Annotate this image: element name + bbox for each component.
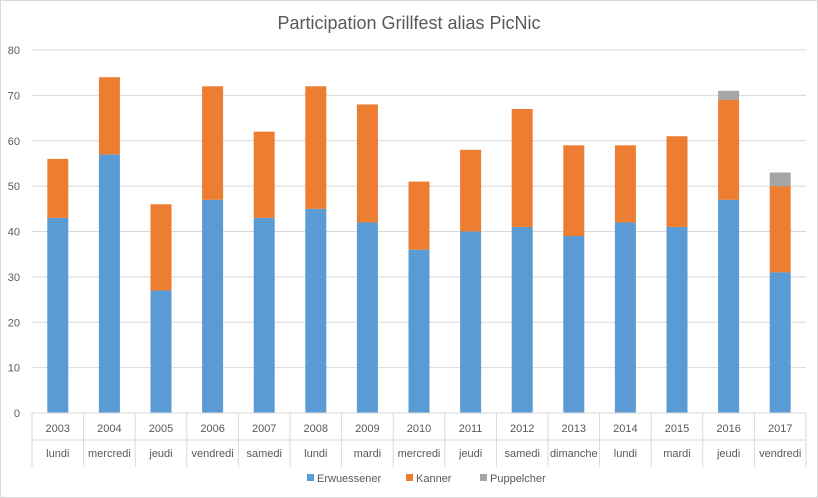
bar-segment-kanner xyxy=(47,158,69,218)
y-tick-label: 50 xyxy=(8,181,20,193)
bar-segment-kanner xyxy=(305,86,327,209)
chart-title: Participation Grillfest alias PicNic xyxy=(277,13,540,33)
x-tick-label-year: 2009 xyxy=(355,423,379,435)
x-tick-label-day: samedi xyxy=(504,448,539,460)
x-tick-label-year: 2016 xyxy=(716,423,740,435)
y-tick-label: 40 xyxy=(8,227,20,239)
bar-segment-puppelcher xyxy=(769,172,791,187)
bars xyxy=(47,77,791,414)
bar-segment-erwuessener xyxy=(356,222,378,413)
y-tick-label: 60 xyxy=(8,136,20,148)
y-tick-label: 30 xyxy=(8,272,20,284)
bar-segment-kanner xyxy=(563,145,585,237)
x-tick-label-day: jeudi xyxy=(716,448,740,460)
x-tick-label-year: 2003 xyxy=(46,423,70,435)
x-tick-label-year: 2015 xyxy=(665,423,689,435)
bar-segment-erwuessener xyxy=(460,231,482,413)
bar-segment-erwuessener xyxy=(666,226,688,413)
y-tick-label: 80 xyxy=(8,45,20,57)
legend-label-puppelcher: Puppelcher xyxy=(490,473,546,485)
y-tick-label: 70 xyxy=(8,90,20,102)
bar-segment-erwuessener xyxy=(305,208,327,413)
bar-segment-erwuessener xyxy=(150,290,172,413)
legend-label-kanner: Kanner xyxy=(416,473,452,485)
x-tick-label-year: 2014 xyxy=(613,423,637,435)
bar-segment-erwuessener xyxy=(769,272,791,413)
x-tick-label-year: 2017 xyxy=(768,423,792,435)
x-tick-label-year: 2012 xyxy=(510,423,534,435)
x-tick-label-day: lundi xyxy=(46,448,69,460)
bar-segment-kanner xyxy=(202,86,224,200)
bar-segment-erwuessener xyxy=(718,199,740,413)
x-tick-label-day: dimanche xyxy=(550,448,598,460)
bar-segment-erwuessener xyxy=(408,249,430,413)
bar-segment-kanner xyxy=(718,99,740,200)
x-tick-label-day: vendredi xyxy=(191,448,233,460)
x-tick-label-year: 2013 xyxy=(562,423,586,435)
bar-segment-erwuessener xyxy=(563,236,585,413)
x-tick-label-day: mercredi xyxy=(88,448,131,460)
legend: Erwuessener Kanner Puppelcher xyxy=(307,473,546,485)
y-tick-label: 20 xyxy=(8,317,20,329)
x-tick-label-year: 2004 xyxy=(97,423,121,435)
bar-segment-kanner xyxy=(614,145,636,223)
x-axis: 2003 lundi 2004 mercredi 2005 jeudi 2006 vendre… xyxy=(31,412,807,467)
x-tick-label-day: mardi xyxy=(354,448,382,460)
x-tick-label-day: lundi xyxy=(614,448,637,460)
x-tick-label-day: jeudi xyxy=(458,448,482,460)
bar-segment-erwuessener xyxy=(47,217,69,413)
legend-swatch-puppelcher xyxy=(480,474,487,481)
x-tick-label-year: 2005 xyxy=(149,423,173,435)
bar-segment-kanner xyxy=(356,104,378,223)
x-tick-label-day: mardi xyxy=(663,448,691,460)
y-axis-tick-labels: 0 10 20 30 40 50 60 70 80 xyxy=(8,45,20,420)
x-tick-label-day: samedi xyxy=(246,448,281,460)
y-tick-label: 0 xyxy=(14,408,20,420)
bar-segment-erwuessener xyxy=(98,154,120,414)
bar-segment-kanner xyxy=(408,181,430,250)
legend-swatch-kanner xyxy=(406,474,413,481)
bar-segment-kanner xyxy=(253,131,275,218)
x-tick-label-year: 2007 xyxy=(252,423,276,435)
bar-segment-erwuessener xyxy=(202,199,224,413)
x-tick-label-year: 2006 xyxy=(200,423,224,435)
bar-segment-kanner xyxy=(769,186,791,273)
x-tick-label-day: jeudi xyxy=(148,448,172,460)
bar-segment-kanner xyxy=(150,204,172,291)
x-tick-label-year: 2008 xyxy=(304,423,328,435)
x-tick-label-year: 2010 xyxy=(407,423,431,435)
x-tick-label-year: 2011 xyxy=(459,423,483,435)
bar-segment-kanner xyxy=(98,77,120,155)
x-tick-label-day: lundi xyxy=(304,448,327,460)
bar-segment-kanner xyxy=(511,108,533,227)
y-tick-label: 10 xyxy=(8,363,20,375)
bar-segment-kanner xyxy=(460,149,482,232)
x-tick-label-day: vendredi xyxy=(759,448,801,460)
bar-segment-kanner xyxy=(666,136,688,227)
bar-segment-puppelcher xyxy=(718,90,740,100)
legend-swatch-erwuessener xyxy=(307,474,314,481)
x-tick-label-day: mercredi xyxy=(398,448,441,460)
legend-label-erwuessener: Erwuessener xyxy=(317,473,382,485)
bar-segment-erwuessener xyxy=(511,226,533,413)
bar-segment-erwuessener xyxy=(253,217,275,413)
bar-segment-erwuessener xyxy=(614,222,636,413)
